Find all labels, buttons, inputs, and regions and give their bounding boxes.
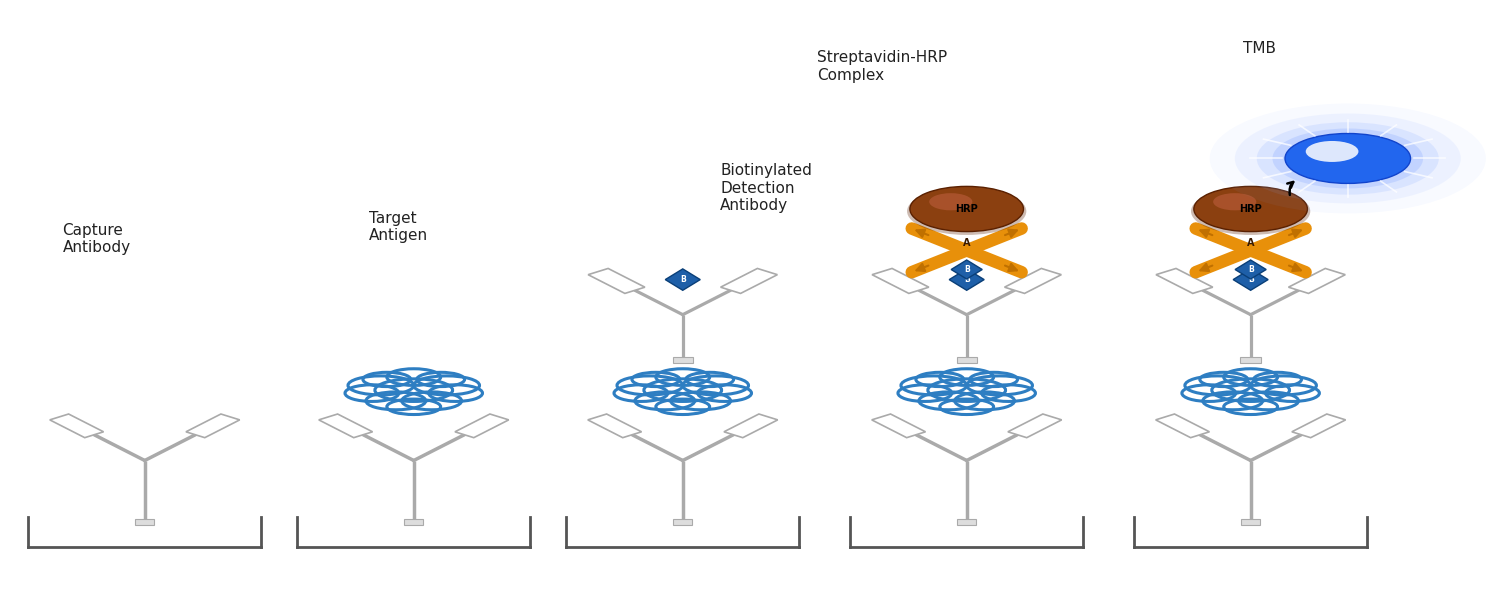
Polygon shape (186, 414, 240, 437)
Polygon shape (1288, 268, 1346, 293)
Bar (957, 357, 976, 362)
Circle shape (1272, 128, 1424, 188)
Text: Target
Antigen: Target Antigen (369, 211, 428, 243)
Circle shape (1194, 187, 1308, 232)
Circle shape (908, 188, 1026, 235)
Polygon shape (871, 414, 925, 437)
Text: Streptavidin-HRP
Complex: Streptavidin-HRP Complex (818, 50, 948, 83)
Text: Biotinylated
Detection
Antibody: Biotinylated Detection Antibody (720, 163, 812, 213)
Polygon shape (1155, 414, 1209, 437)
Polygon shape (1292, 414, 1346, 437)
Bar (404, 520, 423, 524)
Text: HRP: HRP (1239, 204, 1262, 214)
Circle shape (1286, 133, 1410, 184)
Polygon shape (1234, 260, 1266, 279)
Circle shape (1257, 122, 1438, 194)
Bar (135, 520, 154, 524)
Bar (674, 520, 693, 524)
Polygon shape (1233, 269, 1268, 290)
Text: B: B (1248, 275, 1254, 284)
Polygon shape (1005, 268, 1062, 293)
Polygon shape (50, 414, 104, 437)
Text: B: B (1248, 265, 1254, 274)
Polygon shape (1008, 414, 1062, 437)
Circle shape (1234, 113, 1461, 203)
Polygon shape (950, 269, 984, 290)
Polygon shape (951, 260, 982, 279)
Text: A: A (1246, 238, 1254, 248)
Polygon shape (871, 268, 928, 293)
Text: Capture
Antibody: Capture Antibody (63, 223, 130, 255)
Circle shape (928, 193, 972, 211)
Text: A: A (963, 238, 970, 248)
Circle shape (1191, 188, 1311, 235)
Bar (1240, 357, 1262, 362)
Bar (1240, 520, 1260, 524)
Circle shape (910, 187, 1023, 232)
Text: B: B (680, 275, 686, 284)
Bar (957, 520, 976, 524)
Polygon shape (720, 268, 777, 293)
Polygon shape (666, 269, 700, 290)
Text: B: B (964, 275, 969, 284)
Polygon shape (588, 414, 642, 437)
Polygon shape (320, 414, 372, 437)
Circle shape (1214, 193, 1257, 211)
Polygon shape (454, 414, 509, 437)
Polygon shape (1156, 268, 1214, 293)
Circle shape (1209, 104, 1486, 214)
Polygon shape (588, 268, 645, 293)
Polygon shape (724, 414, 777, 437)
Text: HRP: HRP (956, 204, 978, 214)
Circle shape (1305, 141, 1359, 162)
Text: B: B (964, 265, 969, 274)
Text: TMB: TMB (1244, 41, 1276, 56)
Bar (672, 357, 693, 362)
